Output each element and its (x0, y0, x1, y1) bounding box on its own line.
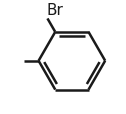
Text: Br: Br (46, 3, 63, 18)
